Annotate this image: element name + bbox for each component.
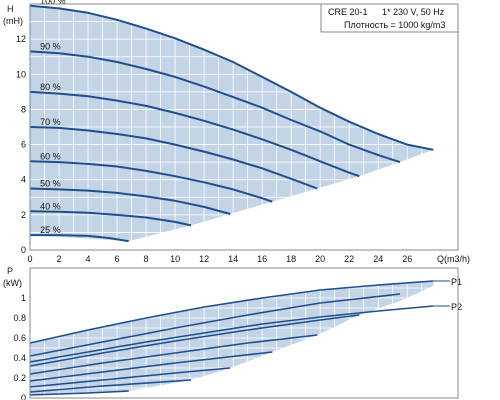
y-tick-label: 1 (21, 293, 26, 303)
x-tick-label: 16 (257, 254, 267, 264)
speed-curve-5 (29, 187, 231, 215)
flow-x-axis-label: Q(m3/h) (437, 254, 470, 264)
x-tick-label: 4 (86, 254, 91, 264)
speed-curve-label: 60 % (40, 151, 61, 161)
head-x-tick-labels: 0 2 4 6 8 10 12 14 16 18 20 22 24 26 (27, 254, 412, 264)
power-curve-2 (29, 293, 401, 357)
y-tick-label: 8 (21, 104, 26, 114)
power-curve-0 (29, 280, 434, 344)
power-curve-3 (29, 314, 360, 367)
head-y-tick-labels: 0 2 4 6 8 10 12 (16, 34, 26, 255)
speed-curve-3 (29, 126, 318, 190)
speed-curve-2 (29, 90, 360, 178)
pump-info-box: CRE 20-1 1* 230 V, 50 Hz Плотность = 100… (320, 3, 459, 33)
y-tick-label: 0.4 (13, 353, 26, 363)
speed-curve-label: 90 % (40, 41, 61, 51)
power-curve-5 (29, 351, 273, 382)
head-curves (29, 4, 434, 243)
x-tick-label: 18 (286, 254, 296, 264)
y-tick-label: 0.6 (13, 333, 26, 343)
speed-curve-label: 80 % (40, 82, 61, 92)
power-y-axis-label: P (7, 266, 13, 276)
speed-curve-6 (29, 210, 192, 227)
power-curve-7 (29, 379, 192, 393)
info-box-frame (320, 3, 459, 33)
x-tick-label: 2 (57, 254, 62, 264)
head-curve-labels: 100 % 90 % 80 % 70 % 60 % 50 % 40 % 25 % (40, 0, 66, 235)
power-curves (29, 280, 434, 396)
x-tick-label: 8 (144, 254, 149, 264)
power-curve-1 (29, 305, 434, 363)
x-tick-label: 26 (402, 254, 412, 264)
x-tick-label: 22 (344, 254, 354, 264)
y-tick-label: 10 (16, 69, 26, 79)
y-tick-label: 6 (21, 140, 26, 150)
speed-curve-label: 50 % (40, 179, 61, 189)
x-tick-label: 12 (199, 254, 209, 264)
y-tick-label: 0.8 (13, 313, 26, 323)
speed-curve-label: 100 % (40, 0, 66, 6)
x-tick-label: 0 (27, 254, 32, 264)
power-curve-4 (29, 334, 318, 375)
density-label: Плотность = 1000 kg/m3 (344, 20, 445, 30)
power-chart-frame (29, 267, 459, 399)
head-chart-frame (29, 3, 459, 251)
x-tick-label: 24 (373, 254, 383, 264)
speed-curve-0 (29, 4, 434, 151)
x-tick-label: 6 (115, 254, 120, 264)
speed-curve-label: 40 % (40, 201, 61, 211)
power-curve-labels: P1 P2 (433, 277, 462, 312)
power-y-axis-unit: (kW) (3, 278, 22, 288)
power-curve-label: P1 (451, 277, 462, 287)
y-tick-label: 0 (21, 393, 26, 400)
power-curve-6 (29, 367, 231, 388)
speed-curve-label: 25 % (40, 225, 61, 235)
power-supply-label: 1* 230 V, 50 Hz (382, 7, 445, 17)
speed-curve-label: 70 % (40, 117, 61, 127)
y-tick-label: 12 (16, 34, 26, 44)
head-curve-chart: 100 %90 %80 %70 %60 %50 %40 %25 % 024681… (3, 0, 470, 264)
y-tick-label: 0.2 (13, 373, 26, 383)
power-curve-chart: P1 P2 0 0.2 0.4 0.6 0.8 1 P (kW) (3, 266, 462, 400)
x-tick-label: 20 (315, 254, 325, 264)
y-tick-label: 0 (21, 245, 26, 255)
speed-curve-1 (29, 50, 401, 164)
power-curve-label: P2 (451, 302, 462, 312)
power-curve-8 (29, 390, 129, 396)
speed-curve-7 (30, 234, 129, 243)
speed-curve-4 (29, 160, 273, 203)
x-tick-label: 10 (170, 254, 180, 264)
y-tick-label: 2 (21, 210, 26, 220)
pump-model-label: CRE 20-1 (328, 7, 368, 17)
y-tick-label: 4 (21, 175, 26, 185)
x-tick-label: 14 (228, 254, 238, 264)
power-y-tick-labels: 0 0.2 0.4 0.6 0.8 1 (13, 293, 26, 400)
head-y-axis-label: H (7, 4, 14, 14)
head-y-axis-unit: (mH) (3, 16, 23, 26)
